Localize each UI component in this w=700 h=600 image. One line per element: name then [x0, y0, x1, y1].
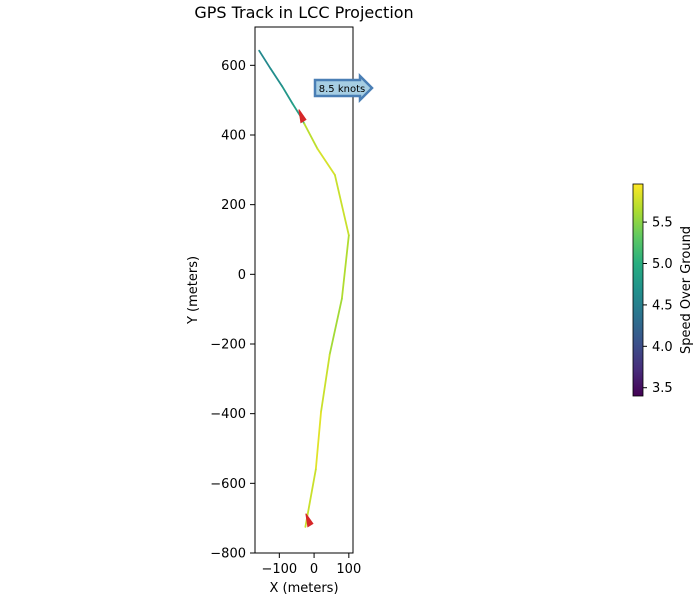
speed-annotation: 8.5 knots: [313, 72, 374, 104]
track-segment: [334, 174, 350, 237]
y-tick-label: 0: [238, 268, 246, 283]
colorbar-label: Speed Over Ground: [679, 226, 694, 354]
track-segment: [314, 411, 322, 471]
colorbar: 3.5 4.0 4.5 5.0 5.5 Speed Over Ground: [632, 183, 694, 397]
track-segment: [328, 297, 343, 356]
heading-marker: [305, 513, 314, 528]
x-axis: −100 0 100: [261, 553, 361, 577]
y-tick-label: −600: [210, 477, 246, 492]
y-tick-label: 400: [221, 128, 246, 143]
plot-frame: [254, 26, 354, 554]
heading-marker: [298, 109, 307, 124]
track-segment: [258, 49, 272, 70]
colorbar-tick-label: 5.0: [652, 257, 673, 272]
y-tick-label: −800: [210, 547, 246, 562]
y-tick-label: 600: [221, 59, 246, 74]
chart-title: GPS Track in LCC Projection: [194, 3, 413, 22]
track-segment: [303, 122, 319, 150]
colorbar-tick-label: 4.5: [652, 298, 673, 313]
y-tick-label: −200: [210, 337, 246, 352]
colorbar-tick-label: 3.5: [652, 381, 673, 396]
y-axis: −800 −600 −400 −200 0 200 400 600: [210, 59, 255, 562]
y-axis-label: Y (meters): [186, 256, 201, 325]
track-segment: [291, 102, 302, 117]
colorbar-tick-label: 5.5: [652, 216, 673, 231]
plot-area: [254, 26, 354, 554]
x-axis-label: X (meters): [269, 581, 338, 596]
colorbar-gradient: [632, 183, 644, 397]
x-tick-label: −100: [261, 562, 297, 577]
annotation-arrow: [313, 72, 374, 104]
track-segment: [320, 353, 331, 413]
colorbar-tick-label: 4.0: [652, 340, 673, 355]
y-tick-label: 200: [221, 198, 246, 213]
colorbar-ticks: 3.5 4.0 4.5 5.0 5.5: [643, 216, 673, 396]
track-segment: [316, 148, 336, 176]
track-segment: [269, 67, 284, 88]
marker-layer: [298, 109, 314, 528]
y-tick-label: −400: [210, 407, 246, 422]
track-segment: [340, 234, 350, 300]
x-tick-label: 0: [310, 562, 318, 577]
annotation-text: 8.5 knots: [319, 84, 365, 95]
x-tick-label: 100: [336, 562, 361, 577]
track-segment: [281, 85, 294, 105]
